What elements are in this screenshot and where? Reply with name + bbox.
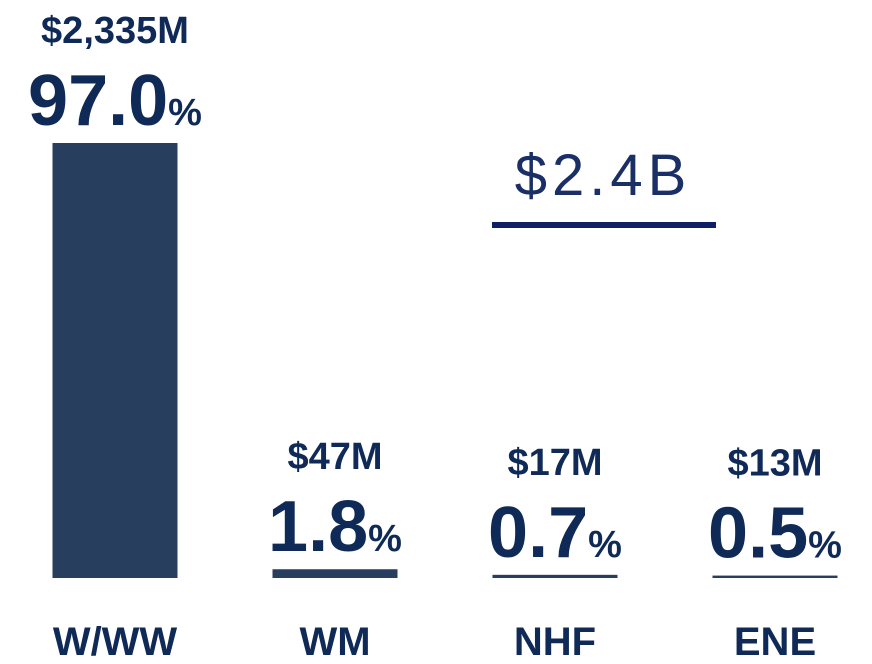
- bar: [492, 574, 618, 578]
- value-label: $2,335M: [41, 10, 189, 52]
- x-tick-label: ENE: [734, 620, 816, 664]
- value-label: $13M: [727, 443, 822, 485]
- total-annotation: $2.4B: [515, 143, 692, 208]
- share-label: 97.0%: [28, 61, 202, 141]
- bar: [52, 143, 178, 578]
- x-tick-label: NHF: [514, 620, 596, 664]
- share-label: 0.5%: [708, 494, 842, 574]
- share-label: 0.7%: [488, 493, 622, 573]
- bar: [272, 569, 398, 578]
- share-label: 1.8%: [268, 487, 402, 567]
- value-label: $47M: [287, 436, 382, 478]
- x-tick-label: WM: [299, 620, 370, 664]
- x-tick-label: W/WW: [53, 620, 178, 664]
- value-label: $17M: [507, 442, 602, 484]
- bar: [712, 575, 838, 578]
